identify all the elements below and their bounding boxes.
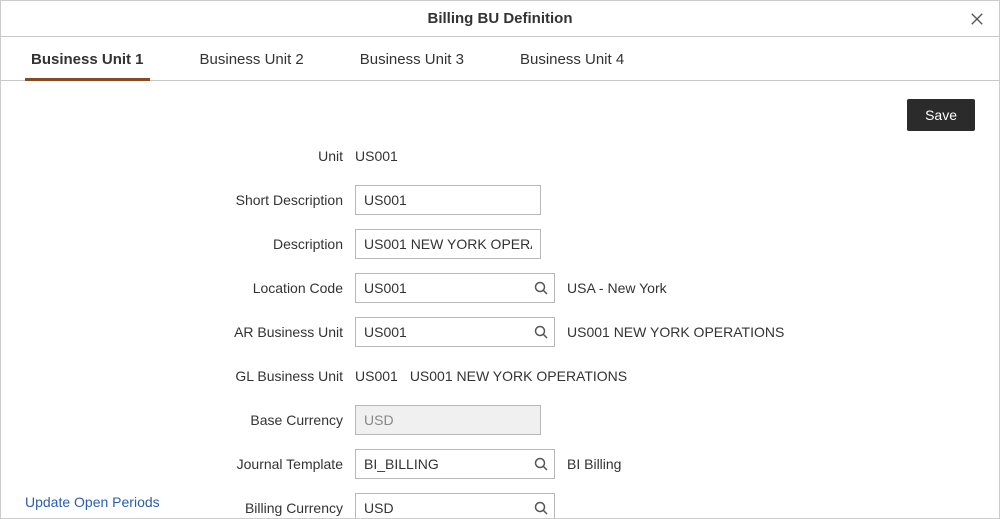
save-button[interactable]: Save [907,99,975,131]
value-unit: US001 [355,148,398,164]
input-location-code[interactable] [355,273,555,303]
search-icon[interactable] [533,280,549,296]
close-icon[interactable] [965,7,989,31]
input-ar-business-unit[interactable] [355,317,555,347]
label-base-currency: Base Currency [25,412,355,428]
form: Unit US001 Short Description Description… [25,141,975,519]
label-description: Description [25,236,355,252]
input-description[interactable] [355,229,541,259]
search-icon[interactable] [533,324,549,340]
search-icon[interactable] [533,456,549,472]
input-billing-currency[interactable] [355,493,555,519]
value-gl-business-unit: US001 [355,368,398,384]
page-title: Billing BU Definition [428,10,573,27]
search-icon[interactable] [533,500,549,516]
desc-location-code: USA - New York [567,280,667,296]
link-update-open-periods[interactable]: Update Open Periods [25,494,160,510]
desc-ar-business-unit: US001 NEW YORK OPERATIONS [567,324,784,340]
label-journal-template: Journal Template [25,456,355,472]
input-short-description[interactable] [355,185,541,215]
desc-gl-business-unit: US001 NEW YORK OPERATIONS [410,368,627,384]
tab-bar: Business Unit 1 Business Unit 2 Business… [1,37,999,81]
tab-business-unit-3[interactable]: Business Unit 3 [354,51,470,81]
input-journal-template[interactable] [355,449,555,479]
label-unit: Unit [25,148,355,164]
label-ar-business-unit: AR Business Unit [25,324,355,340]
tab-business-unit-1[interactable]: Business Unit 1 [25,51,150,81]
tab-business-unit-4[interactable]: Business Unit 4 [514,51,630,81]
input-base-currency [355,405,541,435]
tab-business-unit-2[interactable]: Business Unit 2 [194,51,310,81]
label-short-description: Short Description [25,192,355,208]
label-gl-business-unit: GL Business Unit [25,368,355,384]
dialog-header: Billing BU Definition [1,1,999,37]
desc-journal-template: BI Billing [567,456,621,472]
label-location-code: Location Code [25,280,355,296]
